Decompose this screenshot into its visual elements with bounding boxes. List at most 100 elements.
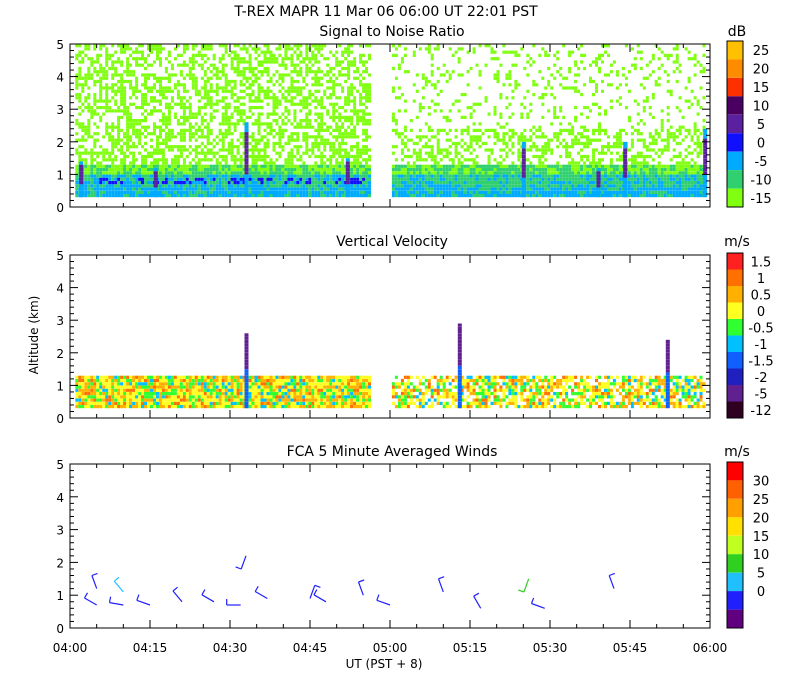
heat-cell — [409, 167, 413, 172]
heat-cell — [305, 164, 309, 168]
heat-cell — [200, 66, 204, 71]
heat-cell — [350, 164, 354, 168]
heat-cell — [314, 112, 318, 116]
heat-cell — [84, 151, 88, 155]
heat-cell — [463, 177, 467, 181]
heat-cell — [188, 125, 192, 129]
heat-cell — [601, 128, 604, 132]
heat-cell — [353, 128, 357, 132]
heat-cell — [365, 174, 368, 178]
heat-cell — [636, 154, 640, 159]
heat-cell — [332, 190, 336, 194]
heat-cell — [129, 145, 133, 149]
heat-cell — [645, 76, 649, 80]
heat-cell — [400, 190, 404, 194]
heat-cell — [598, 66, 601, 71]
heat-cell — [305, 47, 309, 51]
heat-cell — [469, 174, 473, 178]
heat-cell — [672, 138, 676, 142]
heat-cell — [642, 76, 646, 80]
heat-cell — [239, 60, 243, 64]
heat-cell — [654, 190, 658, 194]
heat-cell — [314, 57, 318, 61]
heat-cell — [365, 66, 368, 71]
heat-cell — [114, 145, 118, 149]
heat-cell — [589, 171, 592, 175]
heat-cell — [359, 167, 363, 172]
heat-cell — [96, 161, 100, 165]
heat-cell — [272, 128, 276, 132]
heat-cell — [577, 73, 581, 77]
heat-cell — [553, 171, 557, 175]
heat-cell — [233, 158, 237, 162]
heat-cell — [197, 174, 201, 178]
heat-cell — [173, 181, 177, 185]
heat-cell — [559, 141, 563, 146]
heat-cell — [511, 128, 515, 132]
heat-cell — [672, 148, 676, 152]
heat-cell — [409, 138, 413, 142]
heat-cell — [111, 96, 115, 100]
heat-cell — [350, 109, 354, 113]
heat-cell — [266, 194, 270, 198]
heat-cell — [693, 184, 697, 188]
heat-cell — [266, 122, 270, 126]
heat-cell — [663, 187, 667, 191]
heat-cell — [218, 132, 222, 136]
heat-cell — [218, 177, 222, 181]
heat-cell — [517, 154, 521, 159]
heat-cell — [541, 167, 545, 172]
heat-cell — [338, 106, 342, 110]
heat-cell — [687, 79, 691, 84]
heat-cell — [284, 141, 288, 146]
heat-cell — [347, 99, 351, 103]
heat-cell — [329, 70, 333, 74]
heat-cell — [185, 171, 189, 175]
heat-cell — [311, 181, 315, 185]
heat-cell — [359, 161, 363, 165]
heat-cell — [230, 184, 234, 188]
heat-cell — [78, 154, 82, 159]
heat-cell — [242, 89, 246, 93]
heat-cell — [403, 174, 407, 178]
heat-cell — [257, 181, 261, 185]
heat-cell — [105, 167, 109, 172]
heat-cell — [332, 109, 336, 113]
heat-cell — [218, 60, 222, 64]
heat-cell — [182, 76, 186, 80]
heat-cell — [505, 164, 509, 168]
heat-cell — [365, 164, 368, 168]
heat-cell — [424, 83, 428, 87]
heat-cell — [409, 154, 413, 159]
heat-cell — [583, 184, 587, 188]
heat-cell — [263, 171, 267, 175]
heat-cell — [323, 89, 327, 93]
heat-cell — [362, 83, 366, 87]
heat-cell — [248, 154, 252, 159]
heat-cell — [529, 135, 533, 139]
heat-cell — [290, 102, 294, 106]
heat-cell — [132, 141, 136, 146]
heat-cell — [696, 145, 700, 149]
heat-cell — [568, 164, 572, 168]
heat-cell — [630, 164, 634, 168]
heat-cell — [642, 184, 646, 188]
heat-cell — [117, 194, 121, 198]
heat-cell — [194, 122, 198, 126]
heat-cell — [633, 194, 637, 198]
heat-cell — [678, 174, 682, 178]
heat-cell — [651, 53, 655, 57]
heat-cell — [317, 190, 321, 194]
heat-cell — [308, 194, 312, 198]
heat-cell — [248, 190, 252, 194]
heat-cell — [278, 174, 282, 178]
heat-cell — [135, 83, 139, 87]
heat-cell — [690, 184, 694, 188]
heat-cell — [81, 145, 85, 149]
heat-cell — [344, 151, 348, 155]
heat-cell — [672, 167, 676, 172]
heat-cell — [87, 122, 91, 126]
heat-cell — [236, 53, 240, 57]
heat-cell — [179, 154, 183, 159]
heat-cell — [272, 164, 276, 168]
